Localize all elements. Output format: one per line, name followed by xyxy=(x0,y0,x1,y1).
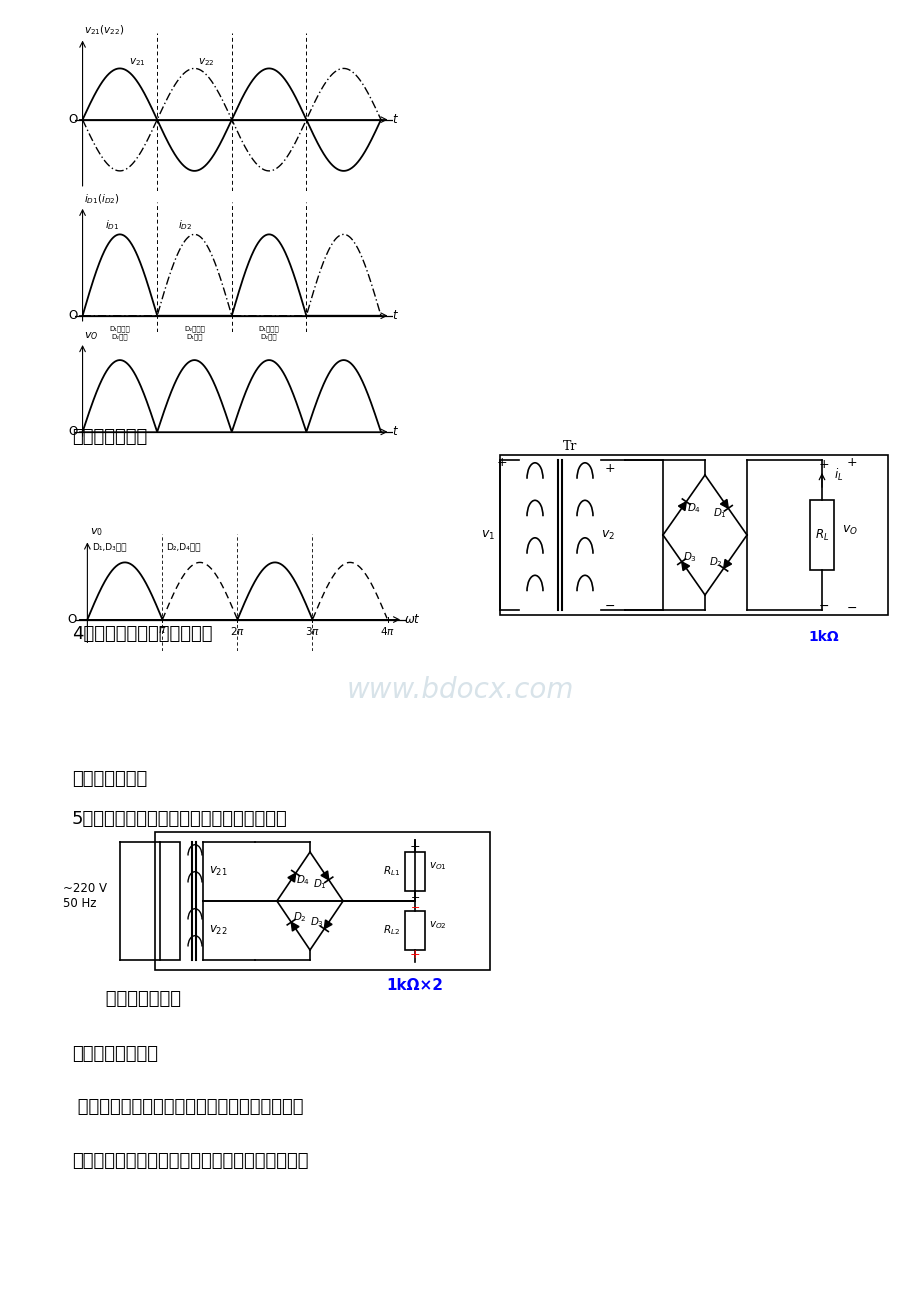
Text: 4、单相、全波桥式整流研究: 4、单相、全波桥式整流研究 xyxy=(72,625,212,643)
Bar xyxy=(404,852,425,891)
Text: +: + xyxy=(818,458,828,471)
Text: $-$: $-$ xyxy=(410,891,420,901)
Text: $v_{O}$: $v_{O}$ xyxy=(84,331,98,342)
Text: $D_3$: $D_3$ xyxy=(309,915,323,930)
Text: O: O xyxy=(69,113,78,126)
Text: $D_1$: $D_1$ xyxy=(712,506,726,519)
Text: 5、双路输出、正负电压的全波整流电路研究: 5、双路输出、正负电压的全波整流电路研究 xyxy=(72,810,288,828)
Text: $-$: $-$ xyxy=(818,599,829,612)
Bar xyxy=(160,842,180,960)
Bar xyxy=(404,911,425,950)
Polygon shape xyxy=(723,560,731,568)
Text: ~220 V
50 Hz: ~220 V 50 Hz xyxy=(62,881,107,910)
Text: www.bdocx.com: www.bdocx.com xyxy=(346,676,573,704)
Text: Tr: Tr xyxy=(562,440,576,453)
Polygon shape xyxy=(321,871,328,880)
Text: 1kΩ×2: 1kΩ×2 xyxy=(386,978,443,993)
Text: $v_1$: $v_1$ xyxy=(481,529,494,542)
Text: $2\pi$: $2\pi$ xyxy=(230,625,244,637)
Text: $\omega t$: $\omega t$ xyxy=(403,613,421,626)
Text: $D_3$: $D_3$ xyxy=(683,549,697,564)
Text: $i_{D1}(i_{D2})$: $i_{D1}(i_{D2})$ xyxy=(84,193,119,206)
Polygon shape xyxy=(681,561,689,570)
Text: $v_{O2}$: $v_{O2}$ xyxy=(428,919,447,931)
Text: $t$: $t$ xyxy=(391,310,398,322)
Text: D₁导通，
D₂截止: D₁导通， D₂截止 xyxy=(109,326,130,340)
Text: O: O xyxy=(69,426,78,439)
Text: 1kΩ: 1kΩ xyxy=(808,630,838,644)
Text: $D_2$: $D_2$ xyxy=(293,910,307,924)
Text: $v_{21}$: $v_{21}$ xyxy=(209,865,227,878)
Text: $-$: $-$ xyxy=(845,600,857,613)
Text: $i_L$: $i_L$ xyxy=(834,467,843,483)
Text: $t$: $t$ xyxy=(391,426,398,439)
Text: $D_4$: $D_4$ xyxy=(296,872,311,887)
Text: O: O xyxy=(67,613,76,626)
Text: $v_{O1}$: $v_{O1}$ xyxy=(428,861,447,872)
Text: $v_O$: $v_O$ xyxy=(841,523,857,536)
Text: D₁导通，
D₂截止: D₁导通， D₂截止 xyxy=(258,326,279,340)
Text: 三、主要仪器设备: 三、主要仪器设备 xyxy=(72,1046,158,1062)
Text: 四、操作方法、实验步骤以及实验数据记录和处理: 四、操作方法、实验步骤以及实验数据记录和处理 xyxy=(72,1152,308,1170)
Text: $-$: $-$ xyxy=(410,901,420,911)
Text: $R_{L2}$: $R_{L2}$ xyxy=(382,923,400,937)
Text: +: + xyxy=(604,461,615,474)
Text: $i_{D2}$: $i_{D2}$ xyxy=(178,219,192,233)
Polygon shape xyxy=(288,874,295,881)
Text: $D_2$: $D_2$ xyxy=(709,555,722,569)
Text: D₂,D₄导通: D₂,D₄导通 xyxy=(166,543,200,551)
Text: 原理基本同上。: 原理基本同上。 xyxy=(100,990,181,1008)
Text: +: + xyxy=(496,457,506,470)
Text: +: + xyxy=(409,841,420,854)
Bar xyxy=(154,832,490,970)
Text: +: + xyxy=(845,457,857,470)
Bar xyxy=(809,500,834,570)
Text: 原理如图所示。: 原理如图所示。 xyxy=(72,769,147,788)
Text: $-$: $-$ xyxy=(604,599,615,612)
Text: $3\pi$: $3\pi$ xyxy=(305,625,320,637)
Text: D₁,D₃导通: D₁,D₃导通 xyxy=(92,543,127,551)
Text: $v_2$: $v_2$ xyxy=(600,529,614,542)
Text: 原理如图所示。: 原理如图所示。 xyxy=(72,428,147,447)
Text: $v_0$: $v_0$ xyxy=(90,526,103,539)
Text: $v_{22}$: $v_{22}$ xyxy=(198,56,214,68)
Text: $v_{22}$: $v_{22}$ xyxy=(209,924,227,937)
Polygon shape xyxy=(323,921,332,928)
Bar xyxy=(499,454,887,615)
Text: $v_{21}$: $v_{21}$ xyxy=(129,56,145,68)
Polygon shape xyxy=(720,500,728,508)
Text: $i_{D1}$: $i_{D1}$ xyxy=(105,219,119,233)
Polygon shape xyxy=(677,501,686,510)
Text: $t$: $t$ xyxy=(391,113,398,126)
Text: $D_1$: $D_1$ xyxy=(312,878,326,892)
Text: O: O xyxy=(69,310,78,322)
Polygon shape xyxy=(291,922,299,931)
Text: $v_{21}(v_{22})$: $v_{21}(v_{22})$ xyxy=(84,23,124,36)
Text: D₂导通，
D₁截止: D₂导通， D₁截止 xyxy=(184,326,205,340)
Text: $R_L$: $R_L$ xyxy=(814,527,828,543)
Text: $4\pi$: $4\pi$ xyxy=(380,625,394,637)
Text: $R_{L1}$: $R_{L1}$ xyxy=(382,865,400,879)
Text: +: + xyxy=(409,948,420,961)
Text: $\pi$: $\pi$ xyxy=(158,625,166,635)
Text: $D_4$: $D_4$ xyxy=(686,501,700,516)
Text: 模拟电子电路实验筱、电源、示波器、万用表。: 模拟电子电路实验筱、电源、示波器、万用表。 xyxy=(72,1098,303,1116)
